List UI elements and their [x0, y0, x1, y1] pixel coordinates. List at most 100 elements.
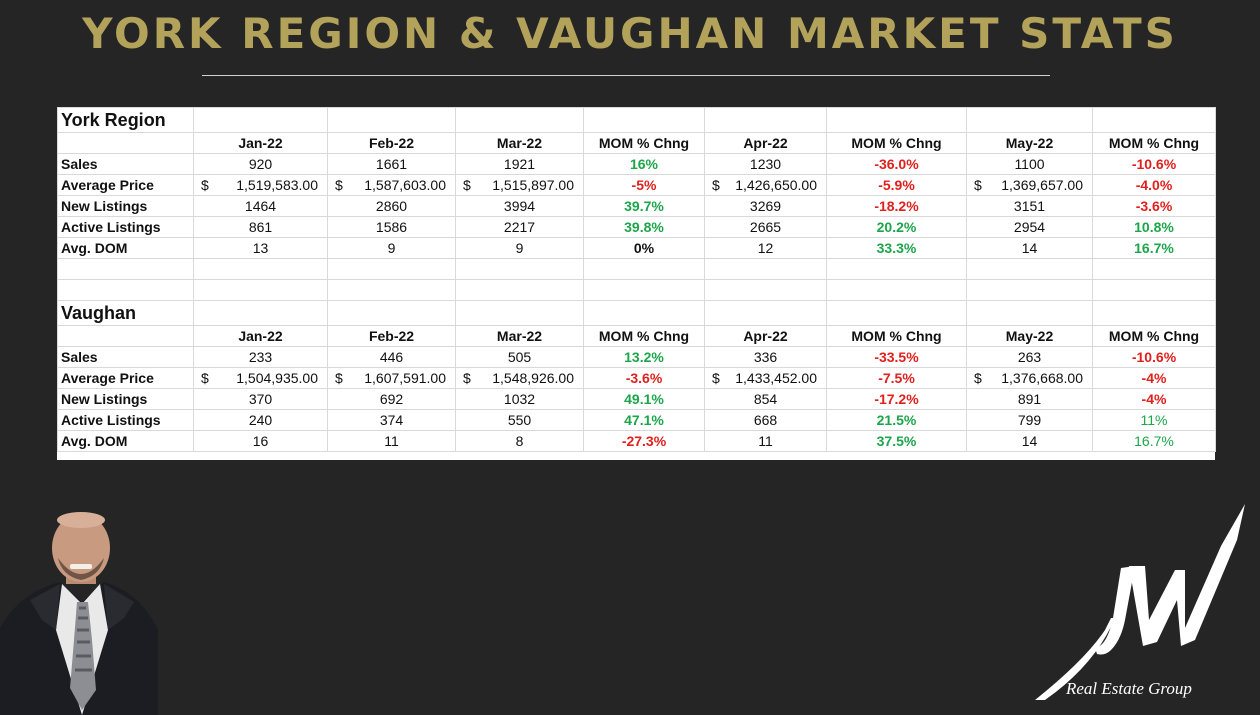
value-cell: 854	[704, 388, 827, 410]
value-cell: 370	[193, 388, 328, 410]
price-value: $1,376,668.00	[970, 370, 1089, 386]
row-label: New Listings	[57, 195, 194, 217]
value-cell: 336	[704, 346, 827, 368]
table-row: Sales 233 446 505 13.2% 336 -33.5% 263 -10.6%	[57, 346, 1216, 368]
currency-symbol: $	[201, 370, 209, 386]
value-cell: 1100	[966, 153, 1093, 175]
table-row: Average Price $1,504,935.00 $1,607,591.00 $…	[57, 367, 1216, 389]
empty-cell	[826, 258, 967, 280]
column-header: Apr-22	[704, 325, 827, 347]
price-cell: $1,548,926.00	[455, 367, 584, 389]
empty-cell	[583, 107, 705, 133]
row-label: Active Listings	[57, 409, 194, 431]
spacer-row	[57, 279, 1216, 301]
value-cell: 374	[327, 409, 456, 431]
mom-change-cell: -3.6%	[1092, 195, 1216, 217]
mom-change-cell: 37.5%	[826, 430, 967, 452]
empty-cell	[704, 258, 827, 280]
mom-change-cell: 16.7%	[1092, 237, 1216, 259]
column-header: MOM % Chng	[1092, 325, 1216, 347]
stats-spreadsheet: York Region Jan-22 Feb-22 Mar-22 MOM % Chng A…	[57, 107, 1216, 460]
empty-cell	[327, 258, 456, 280]
value-cell: 861	[193, 216, 328, 238]
spacer-row	[57, 258, 1216, 280]
mom-change-cell: -17.2%	[826, 388, 967, 410]
value-cell: 1661	[327, 153, 456, 175]
row-label: Avg. DOM	[57, 237, 194, 259]
empty-cell	[826, 107, 967, 133]
value-cell: 11	[704, 430, 827, 452]
table-row: Sales 920 1661 1921 16% 1230 -36.0% 1100 -10.6%	[57, 153, 1216, 175]
section-title-row: York Region	[57, 107, 1216, 133]
price-amount: 1,376,668.00	[1001, 370, 1083, 386]
empty-cell	[455, 107, 584, 133]
mom-change-cell: 10.8%	[1092, 216, 1216, 238]
empty-cell	[455, 279, 584, 301]
row-label: Sales	[57, 153, 194, 175]
price-value: $1,587,603.00	[331, 177, 452, 193]
row-label: Average Price	[57, 174, 194, 196]
value-cell: 9	[327, 237, 456, 259]
price-amount: 1,519,583.00	[236, 177, 318, 193]
price-amount: 1,504,935.00	[236, 370, 318, 386]
empty-cell	[704, 279, 827, 301]
empty-cell	[57, 325, 194, 347]
empty-cell	[57, 258, 194, 280]
empty-cell	[193, 107, 328, 133]
column-header-row: Jan-22 Feb-22 Mar-22 MOM % Chng Apr-22 MOM % …	[57, 132, 1216, 154]
mom-change-cell: -27.3%	[583, 430, 705, 452]
mom-change-cell: -3.6%	[583, 367, 705, 389]
title-divider	[202, 75, 1050, 76]
empty-cell	[455, 300, 584, 326]
value-cell: 1464	[193, 195, 328, 217]
mom-change-cell: 47.1%	[583, 409, 705, 431]
value-cell: 14	[966, 430, 1093, 452]
price-value: $1,369,657.00	[970, 177, 1089, 193]
table-row: Active Listings 240 374 550 47.1% 668 21.5% 799…	[57, 409, 1216, 431]
section-title-row: Vaughan	[57, 300, 1216, 326]
value-cell: 9	[455, 237, 584, 259]
empty-cell	[966, 279, 1093, 301]
empty-cell	[704, 300, 827, 326]
column-header: Mar-22	[455, 132, 584, 154]
value-cell: 1032	[455, 388, 584, 410]
empty-cell	[1092, 279, 1216, 301]
price-cell: $1,504,935.00	[193, 367, 328, 389]
brand-subtitle: Real Estate Group	[1066, 679, 1192, 698]
empty-cell	[826, 300, 967, 326]
currency-symbol: $	[712, 370, 720, 386]
column-header: Feb-22	[327, 132, 456, 154]
mom-change-cell: -4%	[1092, 388, 1216, 410]
value-cell: 1586	[327, 216, 456, 238]
empty-cell	[583, 258, 705, 280]
value-cell: 240	[193, 409, 328, 431]
column-header: Apr-22	[704, 132, 827, 154]
empty-cell	[193, 258, 328, 280]
empty-cell	[704, 107, 827, 133]
value-cell: 1230	[704, 153, 827, 175]
price-value: $1,504,935.00	[197, 370, 324, 386]
price-value: $1,433,452.00	[708, 370, 823, 386]
value-cell: 3151	[966, 195, 1093, 217]
column-header: MOM % Chng	[826, 132, 967, 154]
value-cell: 3269	[704, 195, 827, 217]
mom-change-cell: -7.5%	[826, 367, 967, 389]
column-header: Feb-22	[327, 325, 456, 347]
empty-cell	[966, 107, 1093, 133]
value-cell: 891	[966, 388, 1093, 410]
value-cell: 692	[327, 388, 456, 410]
mom-change-cell: 20.2%	[826, 216, 967, 238]
empty-cell	[1092, 258, 1216, 280]
price-amount: 1,548,926.00	[492, 370, 574, 386]
price-cell: $1,433,452.00	[704, 367, 827, 389]
mom-change-cell: -33.5%	[826, 346, 967, 368]
currency-symbol: $	[463, 370, 471, 386]
empty-cell	[1092, 300, 1216, 326]
price-cell: $1,369,657.00	[966, 174, 1093, 196]
mom-change-cell: 33.3%	[826, 237, 967, 259]
column-header-row: Jan-22 Feb-22 Mar-22 MOM % Chng Apr-22 MOM % …	[57, 325, 1216, 347]
row-label: Average Price	[57, 367, 194, 389]
column-header: Mar-22	[455, 325, 584, 347]
value-cell: 1921	[455, 153, 584, 175]
value-cell: 11	[327, 430, 456, 452]
